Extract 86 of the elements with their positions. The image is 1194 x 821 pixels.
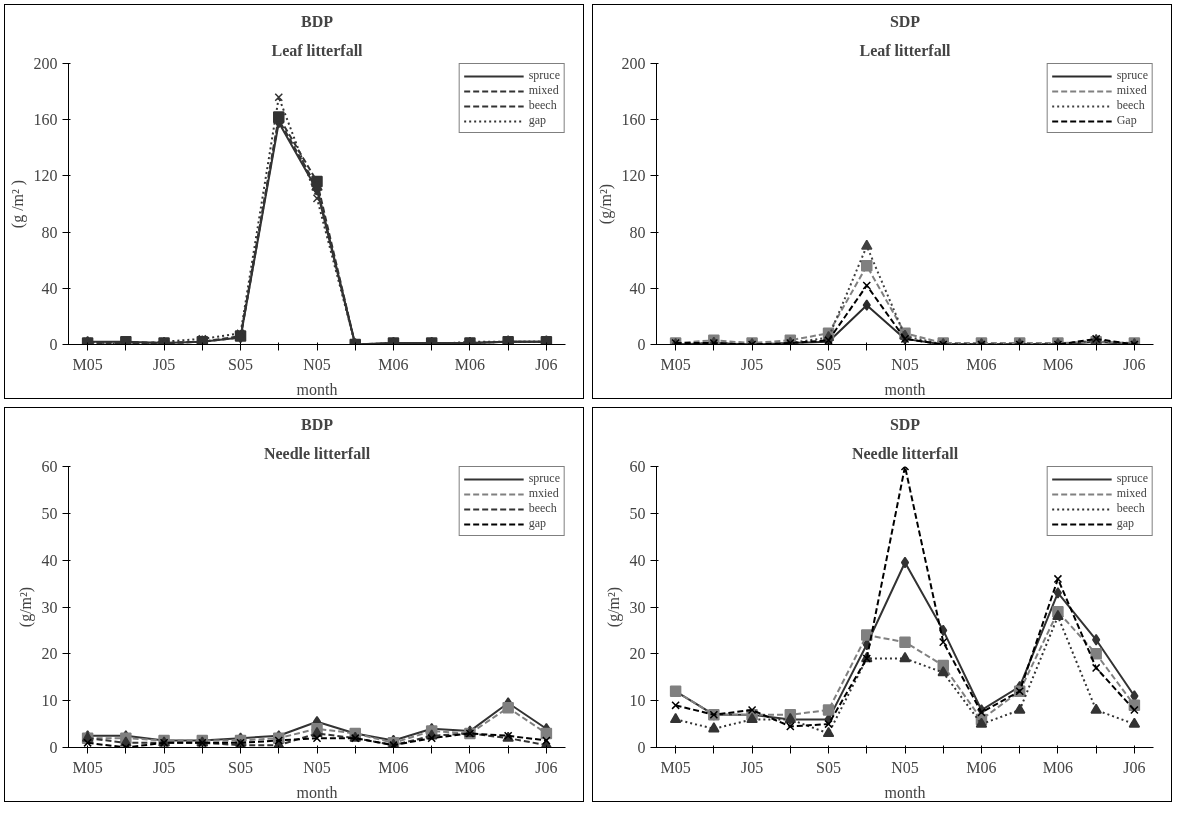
x-axis-title: month bbox=[296, 380, 338, 398]
chart-title: BDP bbox=[301, 415, 334, 433]
legend-label: spruce bbox=[528, 471, 560, 486]
legend-label: spruce bbox=[528, 68, 560, 83]
y-tick-label: 160 bbox=[621, 111, 646, 129]
x-tick-label: N05 bbox=[303, 758, 331, 776]
legend-label: gap bbox=[528, 516, 547, 531]
legend-label: spruce bbox=[1116, 471, 1148, 486]
x-tick-label: J06 bbox=[1123, 758, 1146, 776]
x-tick-label: J06 bbox=[535, 758, 558, 776]
x-tick-label: J06 bbox=[535, 355, 558, 373]
x-axis-title: month bbox=[296, 783, 338, 801]
y-tick-label: 80 bbox=[41, 223, 58, 241]
y-tick-label: 50 bbox=[41, 504, 58, 522]
legend-label: Gap bbox=[1116, 113, 1137, 128]
x-tick-label: M05 bbox=[72, 758, 103, 776]
y-tick-label: 20 bbox=[41, 645, 58, 663]
x-tick-label: J06 bbox=[1123, 355, 1146, 373]
y-axis-title: (g/m²) bbox=[596, 183, 615, 225]
x-tick-label: S05 bbox=[228, 355, 253, 373]
x-tick-label: M06 bbox=[378, 355, 409, 373]
y-axis-title: (g/m²) bbox=[604, 586, 623, 628]
legend-label: mixed bbox=[528, 83, 559, 98]
legend-label: gap bbox=[1116, 516, 1135, 531]
legend-label: gap bbox=[528, 113, 547, 128]
x-tick-label: N05 bbox=[891, 758, 919, 776]
y-tick-label: 0 bbox=[49, 739, 58, 756]
y-tick-label: 160 bbox=[33, 111, 58, 129]
y-tick-label: 40 bbox=[41, 551, 58, 569]
x-tick-label: M05 bbox=[72, 355, 103, 373]
x-tick-label: M06 bbox=[378, 758, 409, 776]
legend-label: beech bbox=[528, 98, 557, 113]
chart-title: BDP bbox=[301, 12, 334, 30]
y-tick-label: 60 bbox=[629, 458, 646, 475]
x-tick-label: M05 bbox=[660, 758, 691, 776]
legend-label: mixed bbox=[1116, 486, 1147, 501]
y-tick-label: 40 bbox=[41, 279, 58, 297]
legend-label: mixed bbox=[1116, 83, 1147, 98]
chart-title: SDP bbox=[889, 415, 921, 433]
x-tick-label: M06 bbox=[966, 355, 997, 373]
y-tick-label: 60 bbox=[41, 458, 58, 475]
x-tick-label: M06 bbox=[1042, 355, 1074, 373]
chart-subtitle: Leaf litterfall bbox=[859, 41, 952, 59]
y-tick-label: 200 bbox=[33, 55, 58, 72]
y-tick-label: 40 bbox=[629, 279, 646, 297]
x-axis-title: month bbox=[884, 783, 926, 801]
legend-label: mxied bbox=[528, 486, 559, 501]
y-tick-label: 80 bbox=[629, 223, 646, 241]
x-tick-label: J05 bbox=[152, 355, 176, 373]
chart-subtitle: Leaf litterfall bbox=[271, 41, 364, 59]
x-axis-title: month bbox=[884, 380, 926, 398]
y-tick-label: 120 bbox=[621, 167, 646, 185]
y-tick-label: 0 bbox=[637, 739, 646, 756]
chart-title: SDP bbox=[889, 12, 921, 30]
y-axis-title: (g/m²) bbox=[16, 586, 35, 628]
x-tick-label: M06 bbox=[454, 355, 486, 373]
x-tick-label: M06 bbox=[1042, 758, 1074, 776]
y-tick-label: 0 bbox=[637, 336, 646, 353]
x-tick-label: J05 bbox=[740, 355, 764, 373]
x-tick-label: J05 bbox=[152, 758, 176, 776]
y-tick-label: 40 bbox=[629, 551, 646, 569]
y-tick-label: 120 bbox=[33, 167, 58, 185]
x-tick-label: M06 bbox=[966, 758, 997, 776]
chart-subtitle: Needle litterfall bbox=[851, 444, 959, 462]
x-tick-label: S05 bbox=[816, 355, 841, 373]
x-tick-label: M05 bbox=[660, 355, 691, 373]
y-tick-label: 0 bbox=[49, 336, 58, 353]
x-tick-label: S05 bbox=[816, 758, 841, 776]
y-tick-label: 10 bbox=[41, 692, 58, 710]
y-tick-label: 20 bbox=[629, 645, 646, 663]
y-tick-label: 50 bbox=[629, 504, 646, 522]
legend-label: beech bbox=[1116, 98, 1145, 113]
x-tick-label: M06 bbox=[454, 758, 486, 776]
y-tick-label: 30 bbox=[41, 598, 58, 616]
y-tick-label: 200 bbox=[621, 55, 646, 72]
y-tick-label: 10 bbox=[629, 692, 646, 710]
legend-label: beech bbox=[1116, 501, 1145, 516]
x-tick-label: S05 bbox=[228, 758, 253, 776]
y-tick-label: 30 bbox=[629, 598, 646, 616]
legend-label: beech bbox=[528, 501, 557, 516]
y-axis-title: (g /m² ) bbox=[8, 179, 27, 229]
x-tick-label: J05 bbox=[740, 758, 764, 776]
legend-label: spruce bbox=[1116, 68, 1148, 83]
x-tick-label: N05 bbox=[891, 355, 919, 373]
chart-subtitle: Needle litterfall bbox=[263, 444, 371, 462]
x-tick-label: N05 bbox=[303, 355, 331, 373]
